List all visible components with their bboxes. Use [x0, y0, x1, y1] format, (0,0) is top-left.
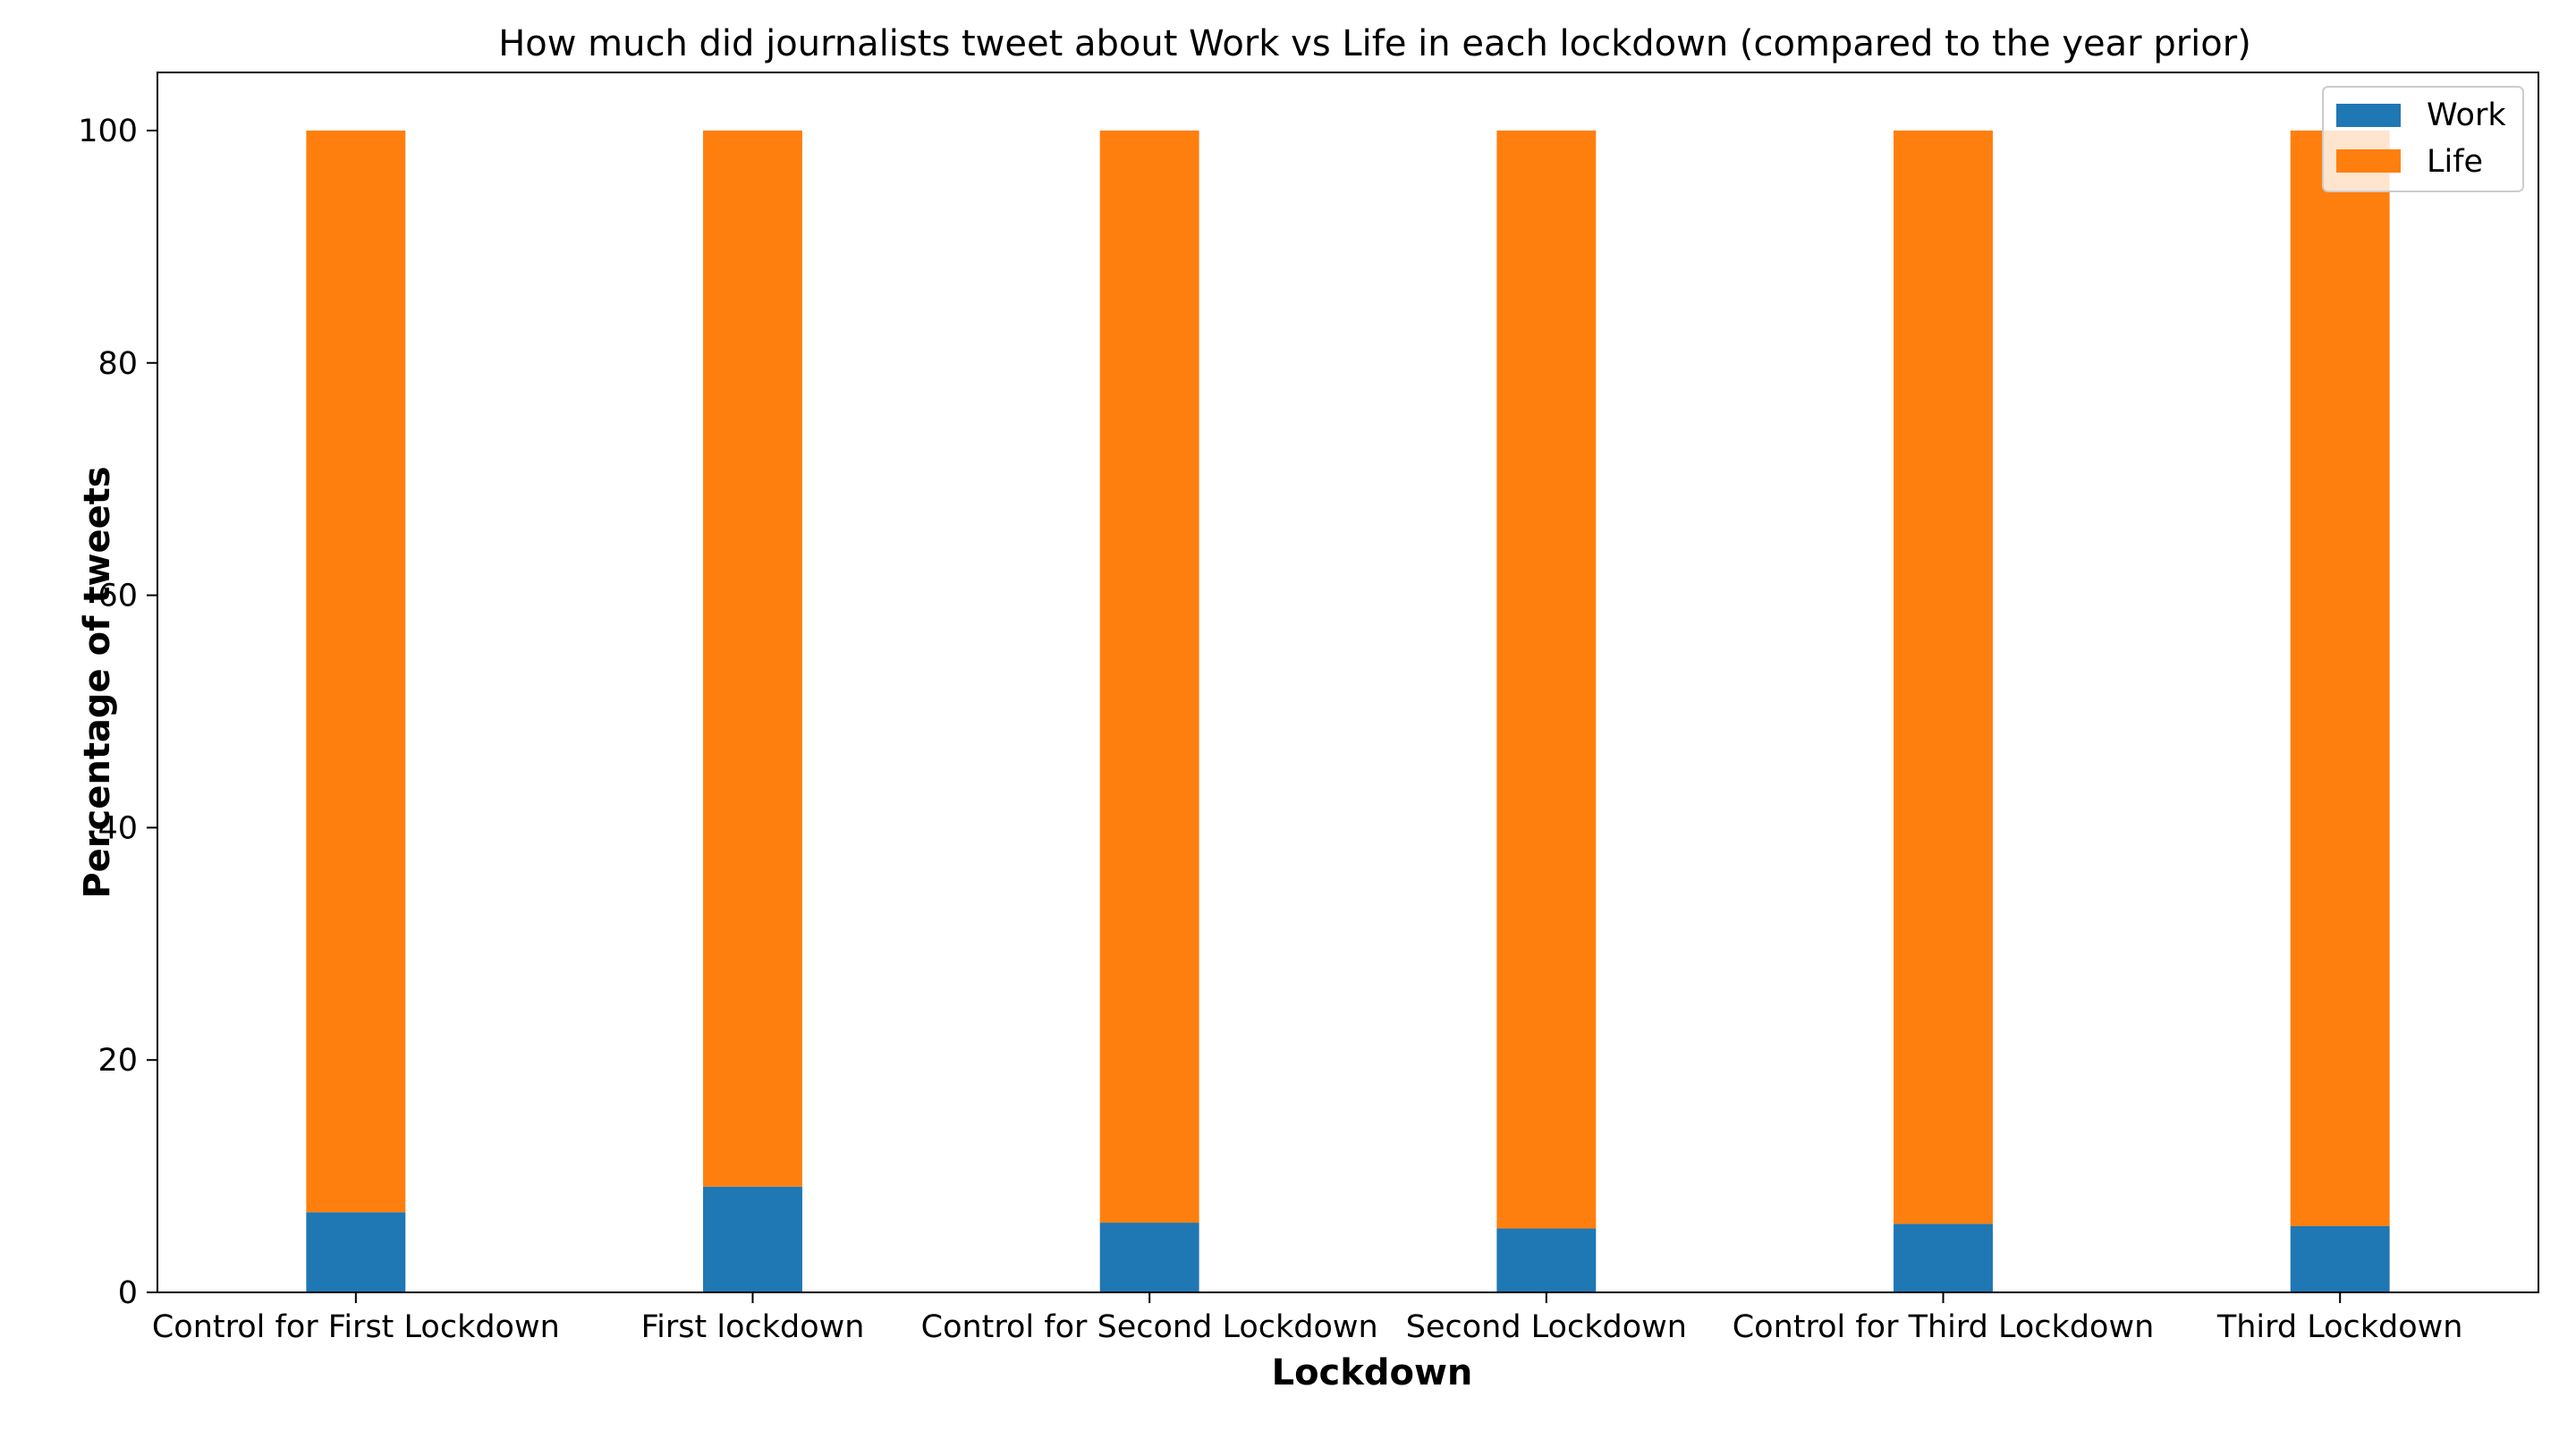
x-tick-label: Third Lockdown — [2216, 1309, 2463, 1345]
y-tick-label: 20 — [97, 1043, 138, 1079]
y-axis-label: Percentage of tweets — [77, 466, 118, 898]
bar-work-control-for-first-lockdown — [306, 1212, 406, 1292]
bar-life-second-lockdown — [1496, 130, 1597, 1229]
x-tick-label: Control for First Lockdown — [152, 1309, 560, 1345]
x-tick-label: First lockdown — [641, 1309, 865, 1345]
y-tick-label: 40 — [97, 810, 138, 846]
bar-work-control-for-third-lockdown — [1894, 1224, 1993, 1292]
y-tick-label: 60 — [97, 579, 138, 614]
legend: Work Life — [2322, 86, 2524, 192]
axes-frame — [157, 72, 2539, 1293]
legend-swatch-life — [2336, 149, 2401, 173]
bar-work-control-for-second-lockdown — [1099, 1223, 1199, 1292]
bar-work-third-lockdown — [2290, 1225, 2390, 1292]
bar-life-third-lockdown — [2290, 130, 2390, 1226]
y-tick-label: 100 — [78, 114, 138, 149]
x-axis-label: Lockdown — [1272, 1352, 1473, 1393]
x-tick-label: Control for Third Lockdown — [1733, 1309, 2155, 1345]
y-tick-label: 80 — [97, 346, 138, 382]
x-tick-label: Control for Second Lockdown — [921, 1309, 1378, 1345]
bar-work-second-lockdown — [1496, 1228, 1597, 1292]
chart-title: How much did journalists tweet about Wor… — [498, 23, 2251, 64]
legend-swatch-work — [2336, 104, 2401, 127]
x-axis-ticks: Control for First Lockdown First lockdown… — [152, 1292, 2463, 1345]
plot-area — [306, 130, 2390, 1292]
bar-life-control-for-second-lockdown — [1099, 130, 1199, 1224]
legend-label-life: Life — [2427, 144, 2483, 180]
bar-life-first-lockdown — [703, 130, 802, 1187]
bar-life-control-for-first-lockdown — [306, 130, 406, 1213]
bar-work-first-lockdown — [703, 1186, 802, 1292]
legend-label-work: Work — [2427, 97, 2506, 133]
bar-life-control-for-third-lockdown — [1894, 130, 1993, 1224]
y-tick-label: 0 — [118, 1275, 138, 1311]
y-axis-ticks: 0 20 40 60 80 100 — [78, 114, 157, 1311]
x-tick-label: Second Lockdown — [1406, 1309, 1687, 1345]
